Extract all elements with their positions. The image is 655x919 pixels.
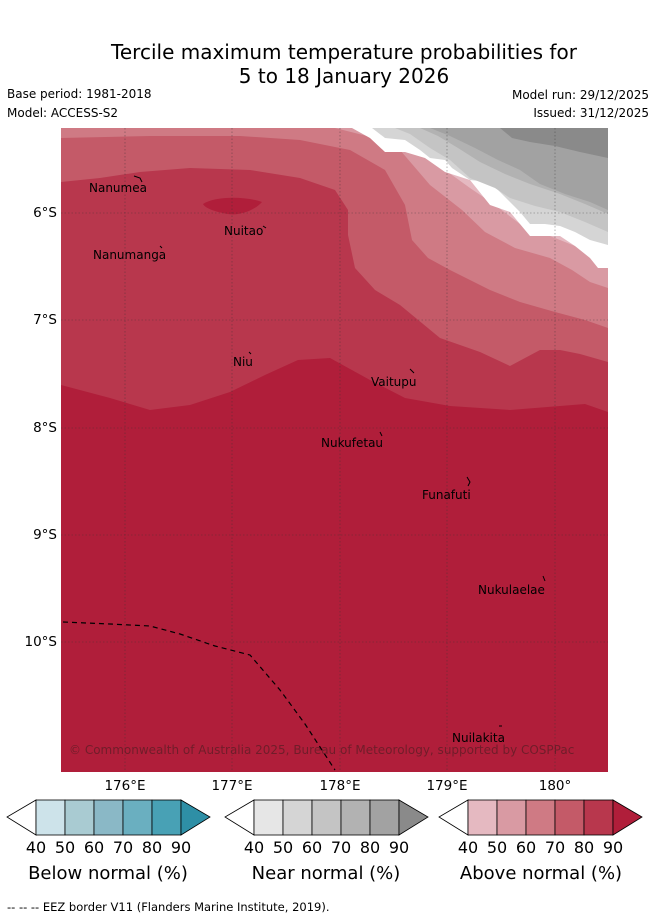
band-near-80 [430, 128, 608, 210]
nukufetau-island [379, 431, 383, 437]
cb-below-swatch [151, 799, 182, 836]
lon-label: 177°E [211, 778, 253, 794]
place-niu: Niu [233, 355, 253, 369]
cb-near-swatch [311, 799, 342, 836]
cb-above-tick: 50 [486, 838, 508, 857]
lon-label: 178°E [319, 778, 361, 794]
lon-label: 180° [538, 778, 572, 794]
nuitao-island [262, 225, 267, 229]
colorbar-above [438, 799, 643, 836]
cb-below-tick: 70 [112, 838, 134, 857]
cb-near-title: Near normal (%) [251, 863, 401, 884]
place-nuilakita: Nuilakita [452, 731, 505, 745]
nanumanga-island [159, 245, 163, 249]
nanumea-island [133, 175, 143, 183]
eez-footnote: -- -- -- EEZ border V11 (Flanders Marine… [7, 900, 330, 914]
place-nanumea: Nanumea [89, 181, 147, 195]
cb-below-tick: 50 [54, 838, 76, 857]
cb-below-title: Below normal (%) [28, 863, 188, 884]
nukulaelae-island [542, 575, 546, 582]
cb-below-swatch [122, 799, 153, 836]
cb-above-extend-low [438, 799, 469, 836]
lat-label: 7°S [33, 312, 57, 328]
model-run: Model run: 29/12/2025 [511, 88, 649, 102]
vaitupu-island [409, 368, 415, 374]
title-line-1: Tercile maximum temperature probabilitie… [111, 40, 577, 64]
cb-above-swatch [467, 799, 498, 836]
cb-above-swatch [583, 799, 614, 836]
cb-above-tick: 60 [515, 838, 537, 857]
band-near-90 [500, 128, 608, 158]
cb-near-extend-high [398, 799, 429, 836]
base-period: Base period: 1981-2018 [7, 87, 152, 101]
cb-near-swatch [340, 799, 371, 836]
cb-near-swatch [282, 799, 313, 836]
lat-label: 10°S [24, 634, 58, 650]
cb-near-extend-low [224, 799, 255, 836]
place-nuitao: Nuitao [224, 224, 264, 238]
cb-near-tick: 60 [301, 838, 323, 857]
cb-below-tick: 60 [83, 838, 105, 857]
cb-below-tick: 40 [25, 838, 47, 857]
niu-island [248, 351, 252, 355]
cb-below-swatch [93, 799, 124, 836]
cb-below-swatch [35, 799, 66, 836]
copyright-notice: © Commonwealth of Australia 2025, Bureau… [69, 743, 575, 757]
map-title: Tercile maximum temperature probabilitie… [0, 40, 655, 88]
lon-label: 179°E [426, 778, 468, 794]
colorbar-near [224, 799, 429, 836]
cb-above-swatch [496, 799, 527, 836]
place-funafuti: Funafuti [422, 488, 471, 502]
cb-above-tick: 70 [544, 838, 566, 857]
cb-below-extend-high [180, 799, 211, 836]
cb-below-extend-low [6, 799, 37, 836]
cb-near-tick: 80 [359, 838, 381, 857]
colorbar-below [6, 799, 211, 836]
issued-date: Issued: 31/12/2025 [533, 106, 649, 120]
cb-above-tick: 90 [602, 838, 624, 857]
cb-below-tick: 80 [141, 838, 163, 857]
place-nukufetau: Nukufetau [321, 436, 384, 450]
cb-below-tick: 90 [170, 838, 192, 857]
funafuti-island [466, 476, 471, 487]
lon-label: 176°E [104, 778, 146, 794]
place-nanumanga: Nanumanga [93, 248, 167, 262]
probability-field [61, 128, 608, 772]
place-vaitupu: Vaitupu [371, 375, 417, 389]
lat-label: 8°S [33, 420, 57, 436]
cb-above-swatch [525, 799, 556, 836]
cb-below-swatch [64, 799, 95, 836]
model-name: Model: ACCESS-S2 [7, 106, 119, 120]
cb-near-tick: 50 [272, 838, 294, 857]
cb-near-tick: 40 [243, 838, 265, 857]
cb-above-extend-high [612, 799, 643, 836]
place-nukulaelae: Nukulaelae [478, 583, 545, 597]
cb-near-tick: 90 [388, 838, 410, 857]
hot-spot-nuitao [203, 197, 262, 215]
cb-above-title: Above normal (%) [459, 863, 623, 884]
title-line-2: 5 to 18 January 2026 [238, 64, 450, 88]
cb-near-tick: 70 [330, 838, 352, 857]
lat-label: 9°S [33, 527, 57, 543]
island-markers [133, 175, 546, 727]
graticule [61, 128, 608, 772]
cb-above-tick: 80 [573, 838, 595, 857]
cb-near-swatch [253, 799, 284, 836]
cb-near-swatch [369, 799, 400, 836]
eez-border [62, 621, 336, 771]
cb-above-tick: 40 [457, 838, 479, 857]
lat-label: 6°S [33, 205, 57, 221]
cb-above-swatch [554, 799, 585, 836]
